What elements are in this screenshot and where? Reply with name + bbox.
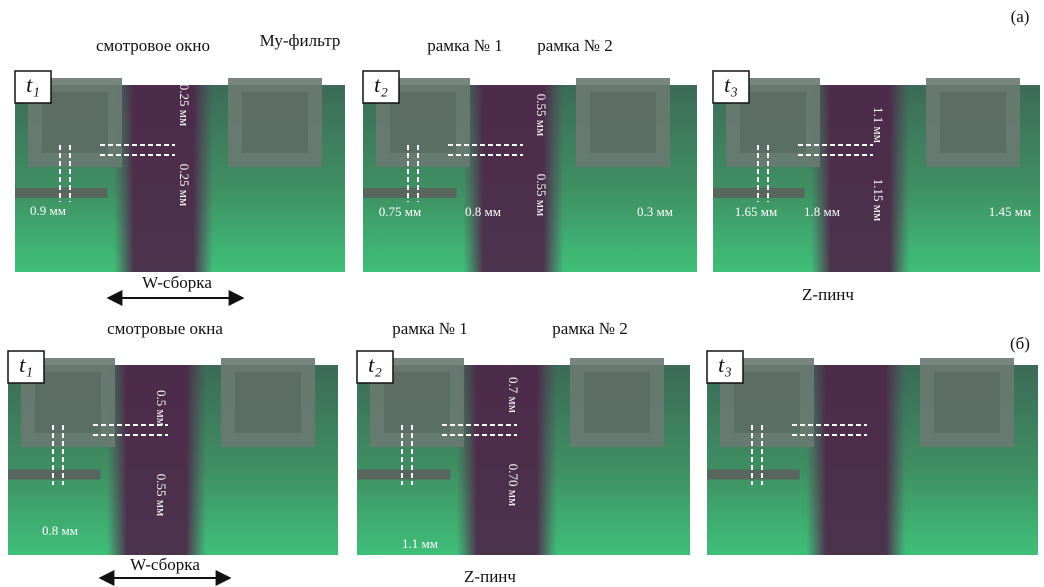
caption: смотровые окна	[107, 319, 223, 338]
frame	[583, 85, 663, 160]
bottom-edge	[15, 188, 107, 198]
photo-panel: t₂	[357, 351, 690, 555]
measurement: 0.55 мм	[154, 474, 169, 516]
time-label: t₁	[19, 352, 33, 377]
bottom-edge	[8, 470, 100, 480]
measurement: 0.75 мм	[379, 204, 421, 219]
caption: рамка № 1	[427, 36, 503, 55]
time-label: t₂	[374, 72, 388, 97]
caption: смотровое окно	[96, 36, 210, 55]
measurement: 0.55 мм	[534, 94, 549, 136]
photo-panel: t₃	[707, 351, 1038, 555]
measurement: 1.2 мм	[994, 49, 1030, 64]
caption: Му-фильтр	[260, 31, 341, 50]
caption: рамка № 2	[552, 319, 628, 338]
frame	[235, 85, 315, 160]
measurement: 0.5 мм	[154, 390, 169, 426]
frame	[927, 365, 1007, 440]
frame	[228, 365, 308, 440]
measurement: 0.9 мм	[30, 203, 66, 218]
measurement: 1.65 мм	[735, 204, 777, 219]
measurement: 1.1 мм	[402, 536, 438, 551]
measurement: 0.7 мм	[506, 377, 521, 413]
bottom-edge	[707, 470, 800, 480]
measurement: 1.1 мм	[871, 107, 886, 143]
measurement: 0.3 мм	[637, 204, 673, 219]
time-label: t₂	[368, 352, 382, 377]
photo-panel: t₃	[713, 71, 1040, 272]
plasma-band	[114, 85, 213, 272]
plasma-band	[806, 365, 905, 555]
caption: рамка № 1	[392, 319, 468, 338]
caption: W-сборка	[142, 273, 212, 292]
measurement: 0.70 мм	[506, 464, 521, 506]
bottom-edge	[363, 188, 457, 198]
time-label: t₁	[26, 72, 40, 97]
measurement: 0.15 мм	[647, 49, 689, 64]
measurement: 1.8 мм	[804, 204, 840, 219]
caption: Z-пинч	[802, 285, 854, 304]
photo-panel: t₂	[363, 71, 697, 272]
caption: W-сборка	[130, 555, 200, 574]
caption: Z-пинч	[464, 567, 516, 586]
measurement: 0.25 мм	[177, 164, 192, 206]
measurement: 0.55 мм	[534, 174, 549, 216]
measurement: 1.45 мм	[989, 204, 1031, 219]
measurement: 0.8 мм	[42, 523, 78, 538]
row-label: (б)	[1010, 334, 1030, 353]
frame	[933, 85, 1013, 160]
row-label: (a)	[1011, 7, 1030, 26]
frame	[577, 365, 657, 440]
caption: рамка № 2	[537, 36, 613, 55]
time-label: t₃	[724, 72, 738, 97]
figure: (a) t₁ 0.25 мм 0.25 мм 0.9 мм t₂ 0.55 мм 0.55 м…	[0, 0, 1044, 587]
measurement: 1.15 мм	[871, 179, 886, 221]
bottom-edge	[357, 470, 450, 480]
time-label: t₃	[718, 352, 732, 377]
plasma-band	[811, 85, 909, 272]
measurement: 0.25 мм	[177, 84, 192, 126]
measurement: 0.8 мм	[465, 204, 501, 219]
